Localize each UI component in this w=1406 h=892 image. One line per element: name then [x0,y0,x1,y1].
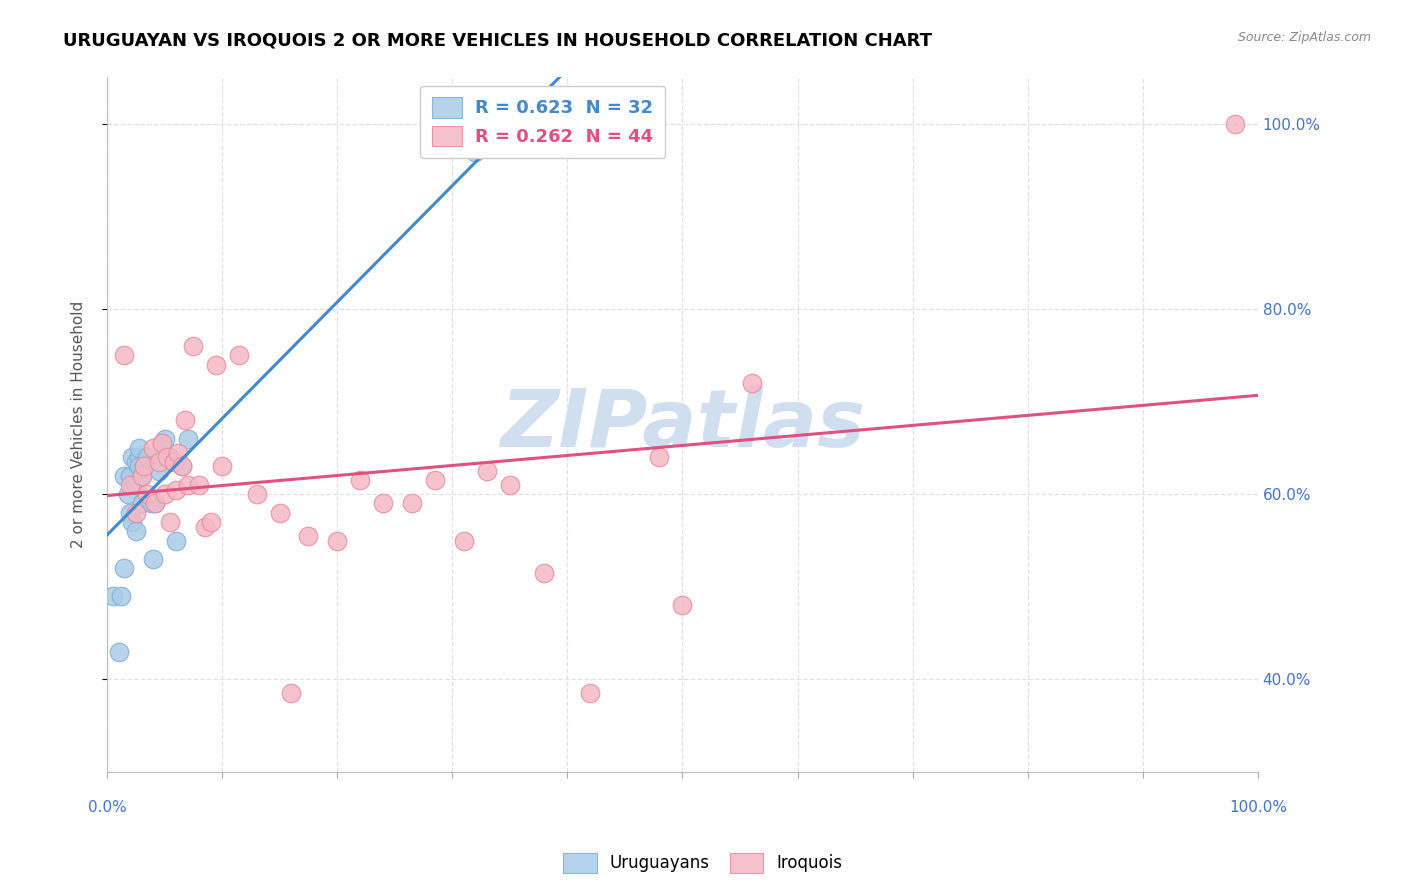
Point [150,436,173,450]
Point [174,413,197,427]
Point [453,533,475,548]
Point [349,473,371,487]
Point [145,496,167,510]
Point [188,478,211,492]
Point [579,686,602,700]
Legend: R = 0.623  N = 32, R = 0.262  N = 44: R = 0.623 N = 32, R = 0.262 N = 44 [420,86,665,158]
Point [128,450,150,465]
Point [648,450,671,465]
Point [153,432,176,446]
Point [464,145,486,159]
Point [142,552,165,566]
Point [125,506,148,520]
Point [148,455,170,469]
Point [128,441,150,455]
Point [1223,117,1246,131]
Point [107,645,129,659]
Point [142,441,165,455]
Point [121,515,143,529]
Point [148,464,170,478]
Point [297,529,319,543]
Point [132,459,155,474]
Point [159,450,181,465]
Point [170,459,193,474]
Point [112,468,135,483]
Text: 0.0%: 0.0% [87,800,127,815]
Point [499,478,522,492]
Text: ZIPatlas: ZIPatlas [501,385,865,464]
Y-axis label: 2 or more Vehicles in Household: 2 or more Vehicles in Household [72,301,86,549]
Text: URUGUAYAN VS IROQUOIS 2 OR MORE VEHICLES IN HOUSEHOLD CORRELATION CHART: URUGUAYAN VS IROQUOIS 2 OR MORE VEHICLES… [63,31,932,49]
Point [131,496,153,510]
Point [120,506,142,520]
Point [120,468,142,483]
Legend: Uruguayans, Iroquois: Uruguayans, Iroquois [557,847,849,880]
Text: Source: ZipAtlas.com: Source: ZipAtlas.com [1237,31,1371,45]
Point [150,436,173,450]
Point [671,599,693,613]
Point [165,483,187,497]
Point [145,496,167,510]
Point [163,455,186,469]
Point [165,533,187,548]
Point [170,459,193,474]
Point [125,455,148,469]
Point [131,468,153,483]
Point [132,459,155,474]
Point [228,348,250,362]
Point [740,376,762,390]
Point [125,478,148,492]
Point [176,432,198,446]
Point [505,135,527,149]
Point [176,478,198,492]
Point [136,487,159,501]
Point [125,524,148,539]
Point [139,496,162,510]
Point [128,459,150,474]
Point [211,459,233,474]
Point [205,358,228,372]
Point [153,487,176,501]
Point [326,533,349,548]
Point [112,348,135,362]
Point [423,473,446,487]
Point [159,515,181,529]
Point [156,450,179,465]
Point [183,339,205,353]
Point [112,561,135,575]
Point [200,515,222,529]
Point [269,506,291,520]
Point [533,566,555,580]
Point [194,519,217,533]
Point [131,468,153,483]
Point [401,496,423,510]
Point [136,450,159,465]
Text: 100.0%: 100.0% [1229,800,1286,815]
Point [110,589,132,603]
Point [101,589,124,603]
Point [167,445,190,459]
Point [120,478,142,492]
Point [246,487,269,501]
Point [280,686,302,700]
Point [373,496,395,510]
Point [121,450,143,465]
Point [475,464,498,478]
Point [117,487,139,501]
